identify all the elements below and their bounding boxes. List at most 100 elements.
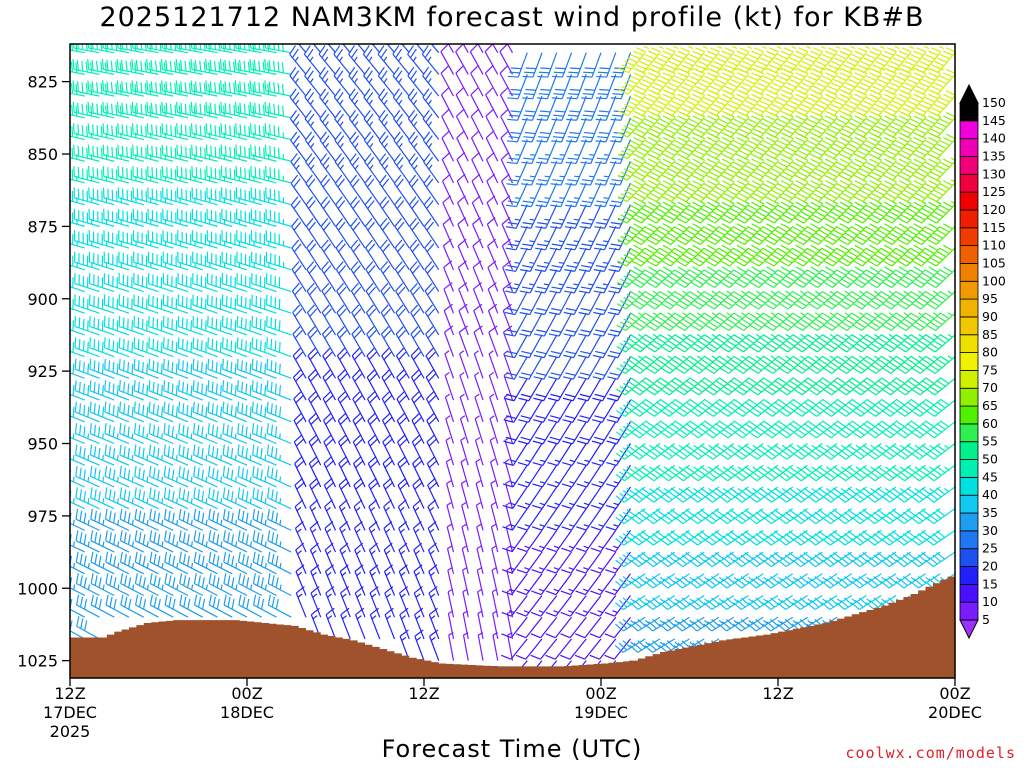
barb-flag xyxy=(485,23,492,31)
barb-flag xyxy=(104,358,106,370)
wind-barb xyxy=(103,337,130,358)
barb-flag xyxy=(289,24,295,33)
barb-flag xyxy=(218,104,221,116)
barb-flag xyxy=(144,83,147,94)
barb-flag xyxy=(160,363,163,375)
barb-flag xyxy=(48,124,49,134)
wind-barb xyxy=(117,208,144,227)
barb-flag xyxy=(116,59,119,70)
barb-flag xyxy=(116,406,119,418)
wind-barb xyxy=(72,59,100,75)
barb-flag xyxy=(125,125,128,136)
barb-half-flag xyxy=(573,240,579,243)
wind-barb xyxy=(148,337,174,358)
barb-half-flag xyxy=(131,455,134,461)
barb-flag xyxy=(159,61,162,73)
barb-flag xyxy=(123,403,126,414)
barb-flag xyxy=(180,81,183,92)
barb-flag xyxy=(106,102,109,114)
barb-flag xyxy=(150,102,153,114)
barb-flag xyxy=(112,491,116,502)
barb-flag xyxy=(509,93,520,96)
barb-flag xyxy=(553,93,564,96)
wind-barb xyxy=(133,337,159,358)
barb-flag xyxy=(164,594,168,606)
barb-flag xyxy=(226,360,229,371)
barb-flag xyxy=(109,596,113,608)
wind-barb xyxy=(177,315,203,336)
barb-staff xyxy=(70,138,71,140)
barb-flag xyxy=(54,340,55,350)
barb-flag xyxy=(134,508,138,520)
wind-barb xyxy=(163,423,189,445)
barb-flag xyxy=(54,384,55,394)
barb-flag xyxy=(165,44,168,49)
barb-flag xyxy=(75,530,79,541)
barb-flag xyxy=(146,363,149,375)
barb-flag xyxy=(197,424,200,436)
barb-flag xyxy=(177,337,180,348)
barb-flag xyxy=(193,62,196,73)
barb-flag xyxy=(190,101,193,113)
barb-flag xyxy=(175,59,178,70)
barb-half-flag xyxy=(235,498,237,504)
barb-flag xyxy=(79,553,83,565)
barb-flag xyxy=(172,598,176,610)
barb-flag xyxy=(150,59,153,71)
barb-flag xyxy=(127,361,130,373)
barb-flag xyxy=(151,145,153,157)
barb-flag xyxy=(178,401,181,413)
barb-flag xyxy=(100,104,103,116)
barb-flag xyxy=(270,381,273,393)
barb-flag xyxy=(96,103,99,115)
barb-flag xyxy=(60,337,61,347)
barb-half-flag xyxy=(161,519,164,526)
barb-flag xyxy=(199,60,202,72)
wind-barb xyxy=(133,358,159,379)
barb-flag xyxy=(61,530,63,540)
barb-flag xyxy=(204,147,206,159)
barb-staff xyxy=(70,334,71,335)
wind-barb xyxy=(161,80,189,97)
wind-barb xyxy=(192,401,218,423)
barb-flag xyxy=(79,532,83,543)
wind-barb xyxy=(89,337,115,358)
barb-flag xyxy=(177,358,180,370)
barb-flag xyxy=(140,82,143,93)
wind-barb xyxy=(147,230,174,249)
barb-flag xyxy=(149,508,152,520)
wind-barb xyxy=(193,508,218,531)
wind-barb xyxy=(88,294,115,314)
barb-flag xyxy=(228,103,231,115)
barb-flag xyxy=(132,144,134,156)
wind-barb xyxy=(70,573,71,574)
barb-flag xyxy=(175,363,178,375)
wind-barb xyxy=(133,401,159,423)
barb-flag xyxy=(273,103,276,115)
barb-flag xyxy=(87,123,90,134)
barb-flag xyxy=(179,573,183,584)
barb-flag xyxy=(195,44,197,49)
barb-flag xyxy=(67,82,68,92)
wind-barb xyxy=(163,465,189,488)
barb-flag xyxy=(104,401,107,413)
barb-flag xyxy=(319,24,325,33)
barb-flag xyxy=(121,145,124,157)
barb-staff xyxy=(70,204,71,205)
barb-flag xyxy=(234,363,237,375)
wind-barb xyxy=(177,380,203,401)
barb-flag xyxy=(510,67,522,70)
wind-barb xyxy=(54,384,71,401)
wind-barb xyxy=(102,144,130,162)
barb-flag xyxy=(279,385,282,396)
barb-flag xyxy=(159,44,162,51)
barb-staff xyxy=(70,52,71,53)
barb-flag xyxy=(207,358,210,370)
barb-flag xyxy=(134,487,137,498)
barb-flag xyxy=(193,105,196,117)
wind-barb xyxy=(131,44,159,54)
wind-barb xyxy=(149,530,174,553)
barb-flag xyxy=(76,81,80,92)
barb-flag xyxy=(118,380,121,391)
wind-barb xyxy=(132,187,159,206)
